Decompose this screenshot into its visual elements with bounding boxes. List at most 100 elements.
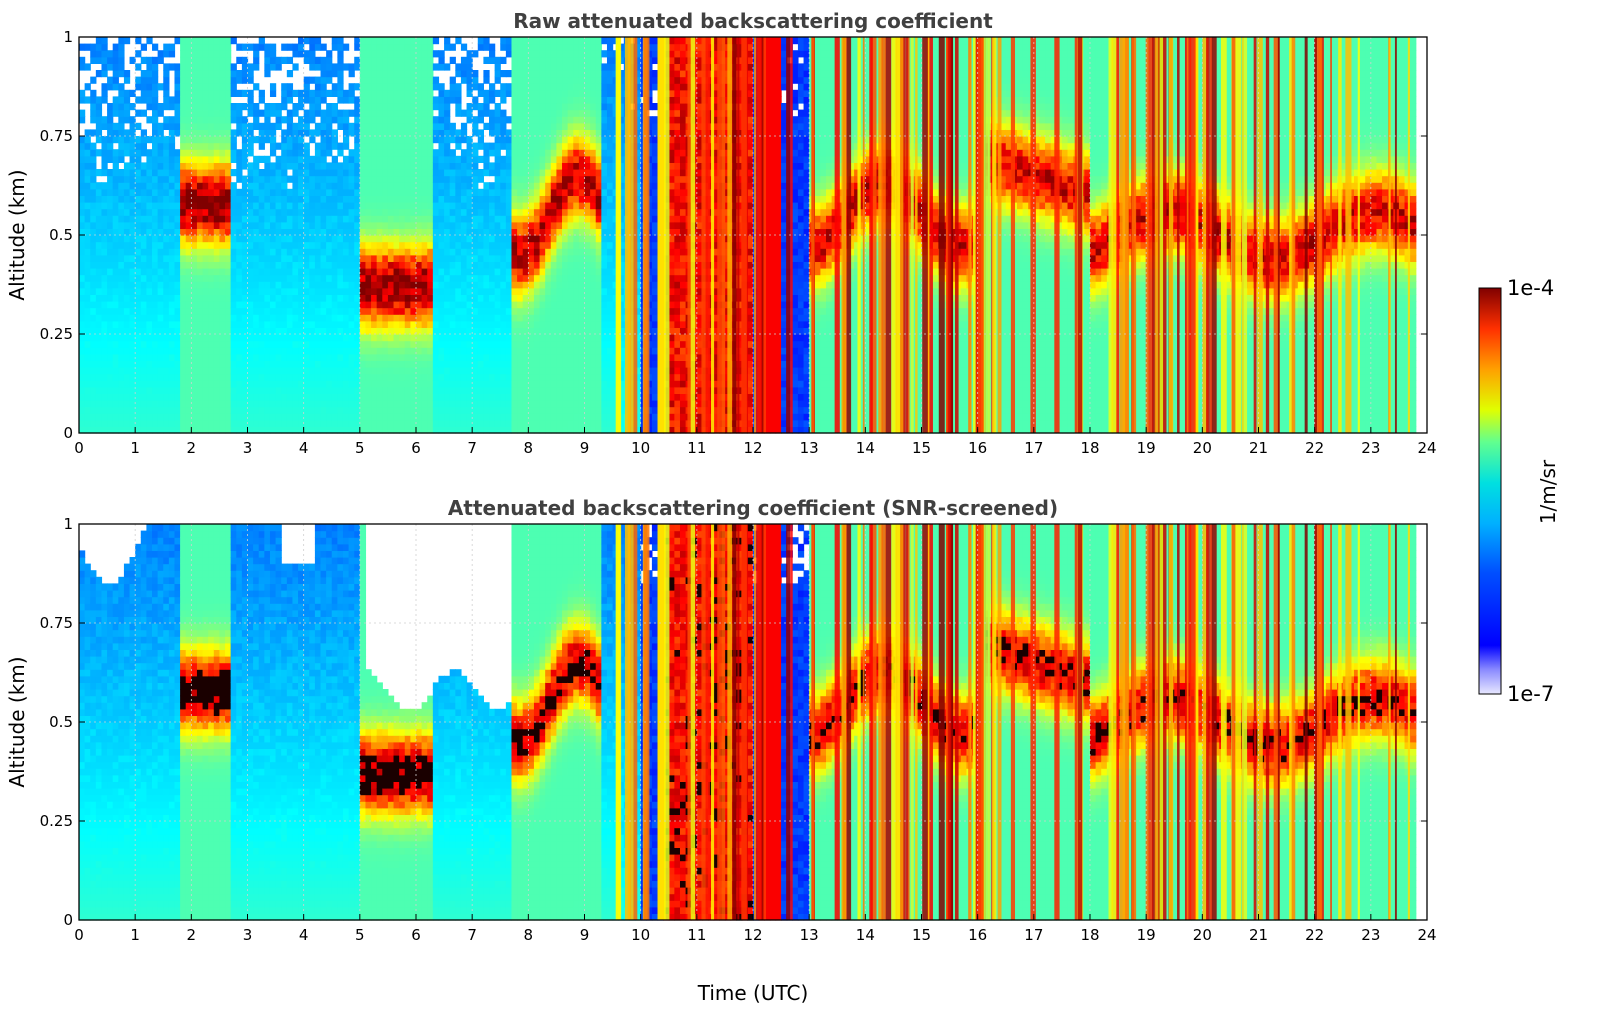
heatmap-cell [129,261,136,269]
heatmap-cell [522,294,529,302]
heatmap-cell [185,400,192,408]
heatmap-cell [500,347,507,355]
heatmap-cell [455,301,462,309]
heatmap-cell [258,281,265,289]
heatmap-cell [168,367,176,375]
heatmap-cell [292,175,299,183]
heatmap-cell [292,136,299,144]
heatmap-cell [157,195,164,203]
heatmap-cell [129,373,136,381]
heatmap-cell [146,188,153,196]
heatmap-cell [320,334,327,342]
heatmap-cell [101,261,108,269]
heatmap-cell [505,195,513,203]
heatmap-cell [550,43,558,51]
heatmap-cell [314,37,322,45]
heatmap-cell [202,43,209,51]
heatmap-cell [427,103,434,111]
heatmap-cell [427,248,434,256]
heatmap-cell [180,37,187,45]
heatmap-cell [562,169,569,177]
heatmap-cell [208,340,215,348]
heatmap-cell [517,175,524,183]
heatmap-cell [399,413,406,421]
heatmap-cell [264,228,271,236]
heatmap-cell [298,175,305,183]
heatmap-cell [202,63,209,71]
heatmap-cell [269,314,277,322]
heatmap-cell [550,221,558,229]
heatmap-cell [253,294,260,302]
heatmap-cell [365,188,372,196]
heatmap-cell [528,37,535,45]
heatmap-cell [320,327,327,335]
heatmap-cell [365,419,372,427]
heatmap-cell [264,426,271,434]
heatmap-cell [135,426,142,434]
heatmap-cell [180,367,187,375]
heatmap-cell [483,426,490,434]
heatmap-cell [500,340,507,348]
heatmap-cell [511,380,518,388]
heatmap-cell [444,149,451,157]
heatmap-cell [545,195,552,203]
heatmap-cell [511,373,518,381]
heatmap-cell [196,76,204,84]
heatmap-cell [163,43,170,51]
heatmap-cell [550,268,558,276]
heatmap-cell [123,380,131,388]
heatmap-cell [247,136,254,144]
heatmap-cell [118,268,125,276]
heatmap-cell [269,287,277,295]
heatmap-cell [342,413,350,421]
heatmap-cell [163,281,170,289]
heatmap-cell [185,89,192,97]
heatmap-cell [522,221,529,229]
heatmap-cell [95,195,103,203]
heatmap-cell [191,281,198,289]
heatmap-cell [348,334,355,342]
heatmap-cell [556,307,563,315]
heatmap-cell [387,294,395,302]
heatmap-cell [466,386,473,394]
heatmap-cell [562,287,569,295]
heatmap-cell [500,202,507,210]
heatmap-cell [129,419,136,427]
heatmap-cell [303,373,310,381]
heatmap-cell [241,215,249,223]
heatmap-cell [135,367,142,375]
heatmap-cell [387,426,395,434]
heatmap-cell [241,89,249,97]
heatmap-cell [466,360,473,368]
heatmap-cell [354,261,361,269]
heatmap-cell [135,169,142,177]
heatmap-cell [387,373,395,381]
heatmap-cell [112,228,119,236]
heatmap-cell [427,109,434,117]
heatmap-cell [556,268,563,276]
heatmap-cell [427,195,434,203]
heatmap-cell [219,287,226,295]
heatmap-cell [185,215,192,223]
heatmap-cell [219,393,226,401]
heatmap-cell [213,116,221,124]
heatmap-cell [180,248,187,256]
heatmap-cell [320,169,327,177]
heatmap-cell [421,360,428,368]
heatmap-cell [505,248,513,256]
heatmap-cell [562,380,569,388]
heatmap-cell [550,109,558,117]
heatmap-cell [135,182,142,190]
heatmap-cell [455,274,462,282]
heatmap-cell [241,314,249,322]
heatmap-cell [230,301,237,309]
heatmap-cell [511,307,518,315]
heatmap-cell [432,419,440,427]
heatmap-cell [449,294,456,302]
heatmap-cell [152,386,159,394]
heatmap-cell [449,320,456,328]
heatmap-cell [416,261,423,269]
heatmap-cell [562,320,569,328]
heatmap-cell [483,334,490,342]
heatmap-cell [494,241,501,249]
